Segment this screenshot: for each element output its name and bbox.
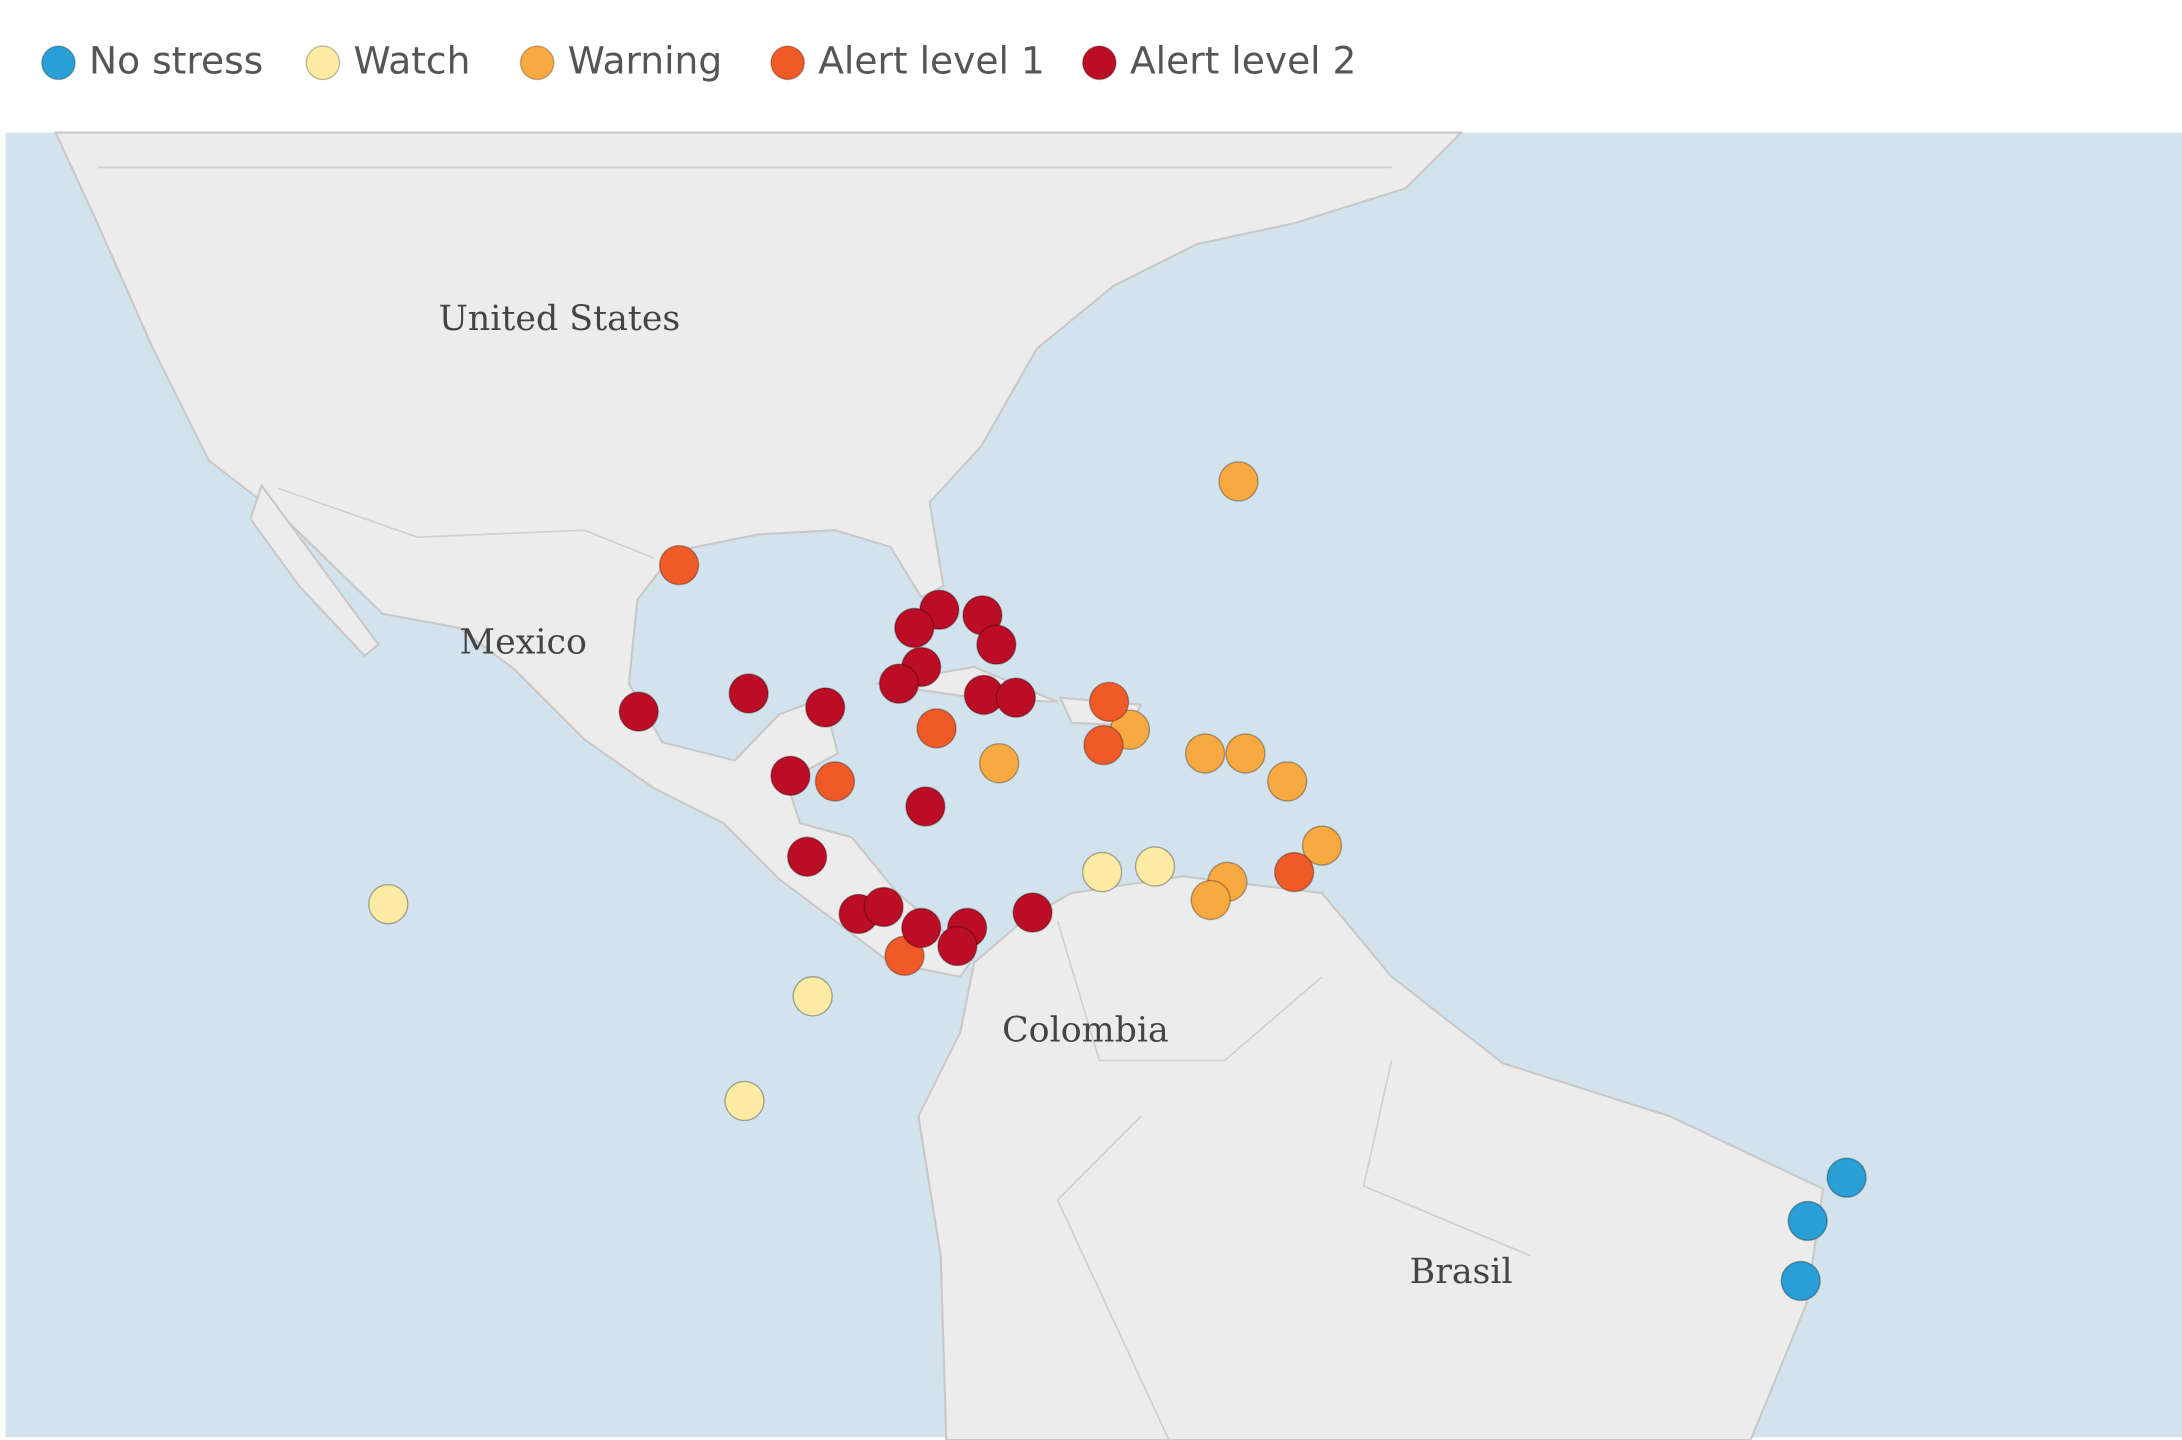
legend-swatch	[519, 45, 555, 81]
reef-site	[792, 976, 833, 1017]
land	[54, 131, 1825, 1440]
reef-site	[937, 925, 978, 967]
baja-california	[249, 483, 380, 658]
legend-label: Watch	[353, 38, 470, 82]
legend-label: Alert level 2	[1130, 38, 1356, 82]
country-label: Colombia	[1002, 1011, 1169, 1051]
legend-swatch	[305, 45, 341, 81]
reef-site	[995, 677, 1037, 718]
reef-site	[894, 607, 935, 649]
reef-site	[1134, 846, 1176, 887]
country-label: Mexico	[460, 623, 587, 663]
legend: No stress Watch Warning Alert level 1 Alert …	[41, 38, 1356, 82]
reef-site	[1088, 681, 1130, 723]
reef-site	[1012, 892, 1053, 933]
reef-site	[1273, 851, 1315, 893]
reef-site	[1787, 1200, 1828, 1242]
legend-label: Warning	[568, 38, 722, 82]
sites	[368, 461, 1867, 1302]
reef-site	[770, 755, 811, 797]
reef-site	[863, 886, 904, 928]
reef-site	[905, 786, 946, 827]
country-label: Brasil	[1410, 1252, 1513, 1292]
reef-site	[1218, 461, 1259, 502]
reef-site	[814, 761, 856, 802]
reef-site	[368, 883, 409, 925]
reef-site	[976, 624, 1017, 665]
legend-swatch	[41, 45, 76, 81]
reef-site	[978, 743, 1020, 784]
country-label: United States	[439, 299, 681, 339]
reef-site	[1184, 733, 1226, 774]
reef-site	[1267, 761, 1308, 802]
legend-swatch	[770, 45, 806, 81]
reef-site	[1780, 1260, 1821, 1302]
reef-site	[728, 673, 769, 714]
reef-site	[724, 1080, 765, 1122]
reef-site	[878, 663, 920, 704]
reef-site	[786, 836, 828, 877]
reef-site	[1225, 733, 1266, 774]
reef-site	[916, 708, 957, 749]
reef-site	[805, 687, 846, 728]
border	[97, 166, 1532, 1440]
reef-site	[658, 544, 700, 586]
legend-label: Alert level 1	[818, 38, 1044, 82]
reef-site	[618, 691, 659, 732]
reef-site	[1826, 1157, 1867, 1198]
legend-label: No stress	[89, 38, 263, 82]
legend-swatch	[1081, 45, 1117, 81]
reef-site	[901, 907, 942, 949]
reef-site	[1301, 825, 1343, 866]
reef-site	[1190, 879, 1231, 921]
reef-site	[1083, 724, 1124, 766]
reef-site	[1081, 851, 1123, 893]
